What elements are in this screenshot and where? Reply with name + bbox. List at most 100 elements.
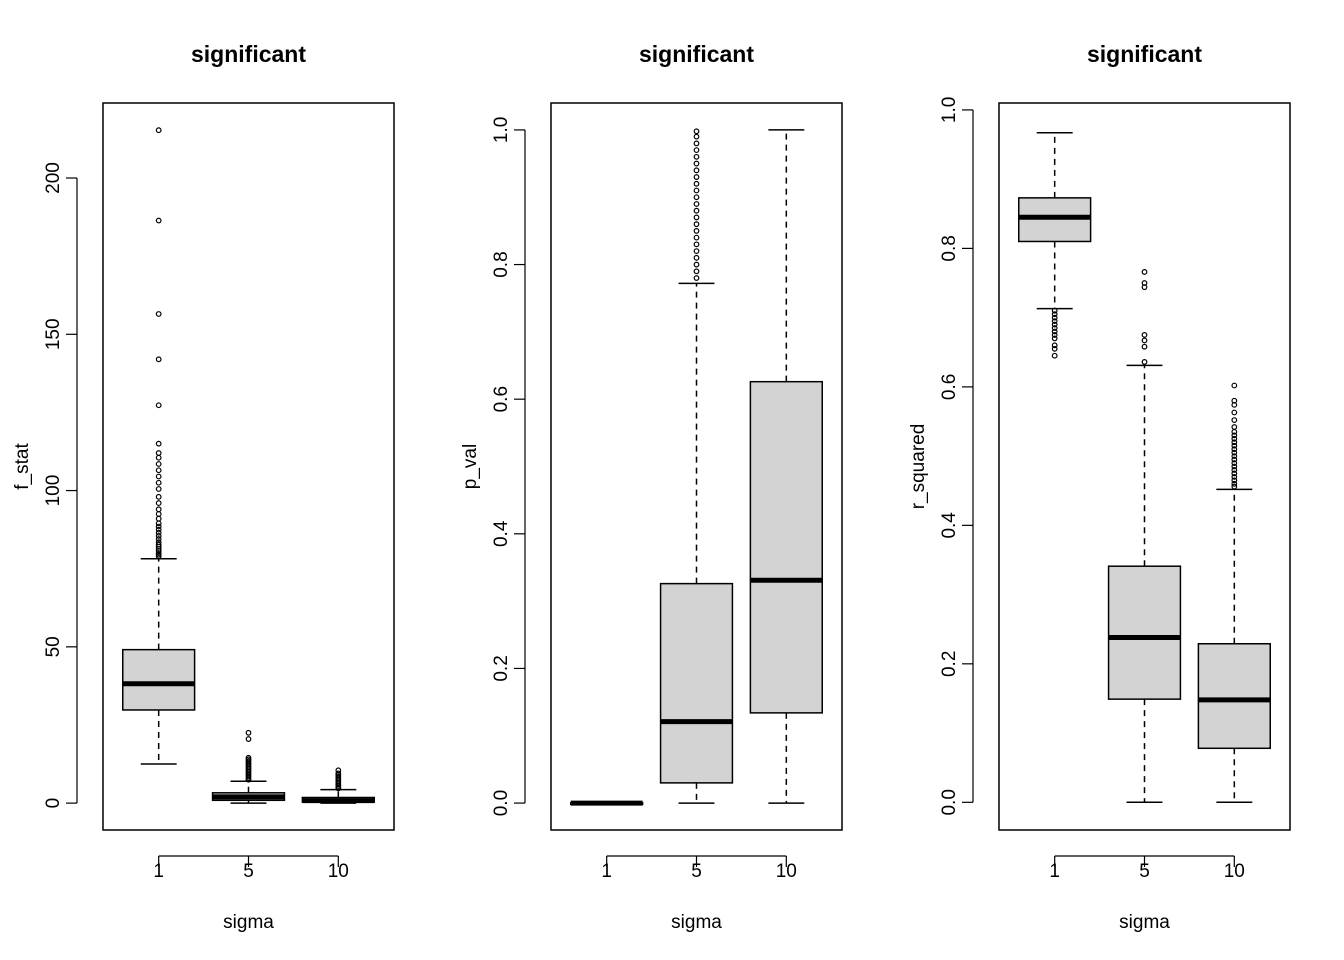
y-tick-label: 1.0 — [491, 117, 512, 143]
outlier-point — [155, 356, 162, 363]
box-10 — [301, 767, 375, 804]
outlier-point — [693, 227, 700, 234]
outlier-point — [155, 311, 162, 317]
outlier-point — [1051, 352, 1058, 359]
outlier-point — [155, 440, 162, 447]
chart-title: significant — [1087, 41, 1202, 67]
outlier-point — [1141, 269, 1148, 275]
outlier-point — [155, 467, 162, 474]
outlier-point — [693, 241, 700, 248]
outlier-point — [155, 536, 162, 542]
outlier-point — [1231, 442, 1238, 449]
x-tick-label: 1 — [601, 861, 612, 882]
x-tick-label: 5 — [243, 861, 254, 882]
outlier-point — [693, 214, 700, 221]
y-axis-label: r_squared — [908, 424, 929, 510]
outlier-point — [1141, 332, 1148, 338]
y-tick-label: 0.6 — [491, 386, 512, 412]
outlier-point — [155, 547, 162, 554]
outlier-point — [1231, 477, 1238, 484]
chart-title: significant — [639, 41, 754, 67]
box-1 — [122, 127, 196, 765]
outlier-point — [155, 127, 162, 134]
outlier-point — [693, 254, 700, 261]
x-tick-label: 5 — [1139, 861, 1150, 882]
box-iqr — [749, 380, 823, 714]
outlier-point — [155, 454, 162, 461]
box-5 — [1107, 269, 1182, 804]
outlier-point — [693, 133, 700, 140]
outlier-point — [245, 776, 252, 783]
outlier-point — [1231, 401, 1238, 408]
y-tick-label: 0.6 — [939, 374, 960, 400]
box-5 — [211, 729, 286, 804]
outlier-point — [1051, 318, 1058, 325]
panel-1: significant 0 50 100 150 200 1 5 10 sigma f_stat — [12, 41, 395, 933]
outlier-point — [1231, 456, 1238, 463]
y-tick-label: 0.4 — [491, 520, 512, 547]
plot-frame — [102, 102, 395, 831]
x-axis-label: sigma — [671, 912, 722, 933]
box-1 — [570, 800, 644, 806]
outlier-point — [693, 167, 700, 174]
outlier-point — [1231, 470, 1238, 477]
outlier-point — [693, 194, 700, 201]
outlier-point — [155, 520, 162, 527]
outlier-point — [335, 785, 342, 792]
outlier-point — [1051, 311, 1058, 318]
outlier-point — [155, 511, 162, 517]
outlier-point — [693, 187, 700, 194]
outlier-point — [693, 268, 700, 275]
outlier-point — [1231, 483, 1238, 490]
outlier-point — [693, 128, 700, 135]
outlier-point — [155, 493, 162, 500]
outlier-point — [155, 217, 162, 224]
outlier-point — [155, 461, 162, 467]
outlier-point — [155, 523, 162, 530]
outlier-point — [1051, 332, 1058, 338]
outlier-point — [693, 153, 700, 160]
outlier-point — [155, 553, 162, 560]
outlier-point — [1231, 439, 1238, 446]
outlier-point — [1231, 460, 1238, 466]
outlier-point — [155, 506, 162, 513]
outlier-point — [1231, 453, 1238, 460]
outlier-point — [1231, 428, 1238, 435]
chart-title: significant — [191, 41, 306, 67]
outlier-point — [693, 261, 700, 268]
outlier-point — [1141, 337, 1148, 344]
y-tick-label: 0 — [43, 798, 64, 809]
outlier-point — [245, 729, 252, 736]
outlier-point — [693, 248, 700, 254]
y-tick-label: 150 — [43, 318, 64, 350]
box-1 — [1018, 132, 1092, 359]
box-iqr — [1107, 565, 1182, 700]
outlier-point — [693, 221, 700, 228]
outlier-point — [155, 515, 162, 522]
outlier-point — [693, 275, 700, 281]
outlier-point — [245, 736, 252, 742]
outlier-point — [155, 529, 162, 536]
x-axis-label: sigma — [1119, 912, 1170, 933]
outlier-point — [1141, 284, 1148, 291]
outlier-point — [1231, 435, 1238, 442]
outlier-point — [693, 147, 700, 154]
outlier-point — [693, 234, 700, 241]
outlier-point — [1231, 382, 1238, 389]
outlier-point — [155, 532, 162, 539]
outlier-point — [155, 486, 162, 492]
outlier-point — [693, 140, 700, 147]
box-10 — [749, 129, 823, 804]
y-tick-label: 200 — [43, 162, 64, 194]
y-tick-label: 0.0 — [939, 789, 960, 815]
x-tick-label: 1 — [153, 861, 164, 882]
outlier-point — [1231, 432, 1238, 439]
outlier-point — [1051, 328, 1058, 335]
x-axis-label: sigma — [223, 912, 274, 933]
outlier-point — [1231, 449, 1238, 456]
outlier-point — [155, 500, 162, 506]
outlier-point — [1051, 345, 1058, 352]
outlier-point — [693, 207, 700, 214]
outlier-point — [693, 174, 700, 180]
